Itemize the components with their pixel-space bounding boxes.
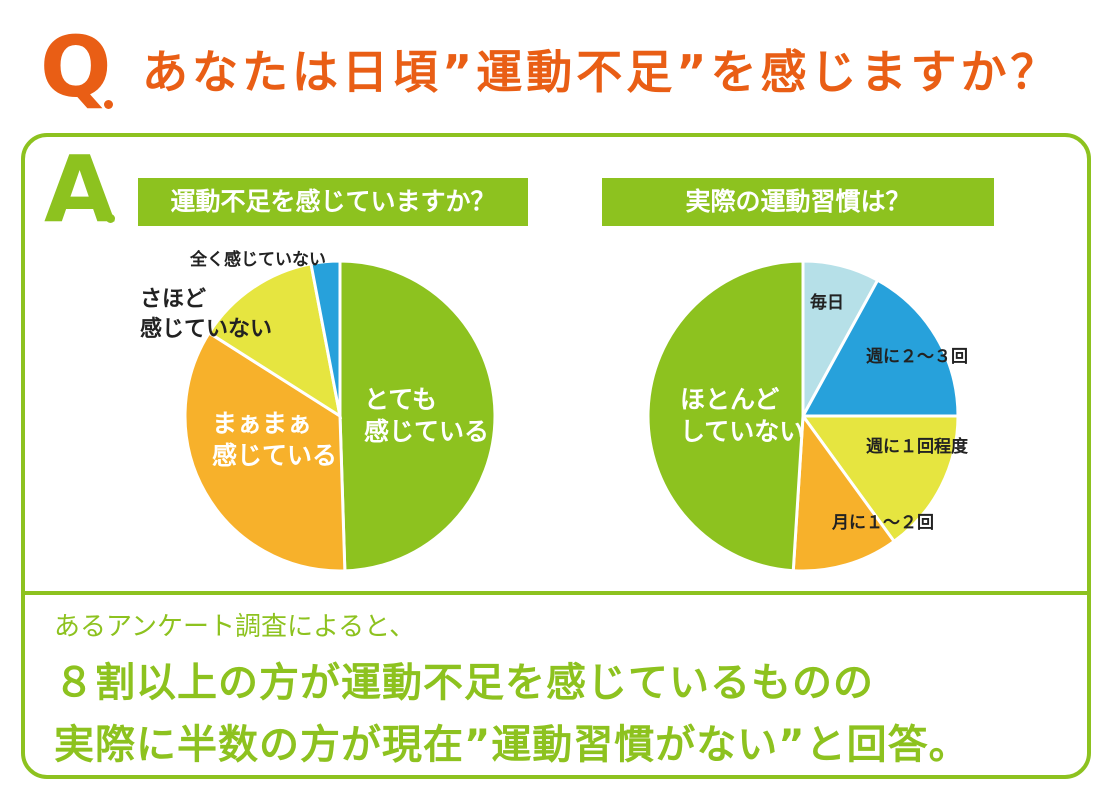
answer-frame — [21, 133, 1091, 779]
chart1-slice-3 — [207, 261, 343, 420]
a-dot — [106, 214, 115, 223]
chart2-slice-3 — [800, 414, 960, 544]
chart1-title-banner: 運動不足を感じていますか？ — [138, 178, 528, 226]
q-dot — [104, 100, 113, 109]
chart2-label-1: 毎日 — [810, 292, 844, 313]
chart2-slice-2 — [800, 278, 960, 418]
summary-intro: あるアンケート調査によると、 — [54, 612, 416, 642]
chart2-label-3: 週に１回程度 — [866, 436, 969, 457]
q-letter: Q — [40, 18, 112, 116]
chart2-label-2: 週に２～３回 — [866, 347, 968, 367]
chart1-label-3: さほど感じていない — [140, 287, 272, 342]
summary-line-1: ８割以上の方が運動不足を感じているものの — [54, 660, 874, 706]
chart1-slice-2 — [183, 330, 347, 573]
question-text: あなたは日頃”運動不足”を感じますか？ — [142, 45, 1061, 99]
chart2-slice-5 — [646, 259, 805, 573]
chart2-slice-4 — [791, 411, 897, 573]
chart1-label-2: まぁまぁ感じている — [212, 409, 337, 470]
frame-divider — [21, 591, 1091, 595]
chart2-label-5: ほとんどしていない — [680, 385, 804, 446]
chart1-label-4: 全く感じていない — [189, 249, 326, 270]
chart2-label-4: 月に１～２回 — [831, 513, 934, 533]
chart1-label-1: とても感じている — [364, 385, 489, 446]
chart1-slice-1 — [338, 259, 497, 573]
summary-line-2: 実際に半数の方が現在”運動習慣がない”と回答。 — [54, 722, 970, 768]
chart1-slice-4 — [309, 259, 342, 417]
chart2-title-banner: 実際の運動習慣は？ — [602, 178, 994, 226]
a-letter: A — [44, 136, 116, 243]
